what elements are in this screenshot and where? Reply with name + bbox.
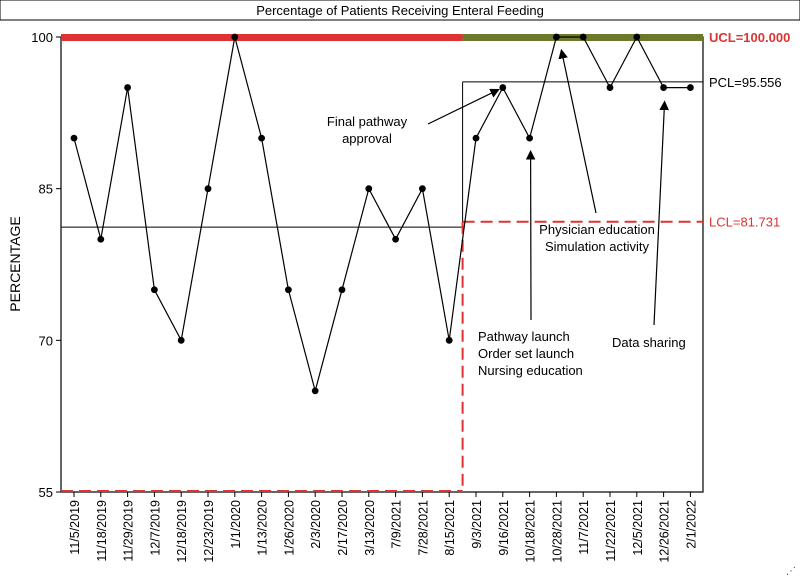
ucl-label: UCL=100.000 <box>709 30 790 45</box>
x-tick-label: 11/18/2019 <box>95 500 109 562</box>
data-point <box>97 235 105 243</box>
x-tick-label: 10/18/2021 <box>524 500 538 563</box>
x-tick-label: 2/17/2020 <box>336 500 350 556</box>
data-point <box>151 286 158 294</box>
annotation-text: Final pathway <box>327 114 408 129</box>
data-point <box>472 134 480 142</box>
plot-area <box>60 36 704 493</box>
x-tick-label: 7/28/2021 <box>416 500 430 556</box>
data-point <box>70 134 78 142</box>
annotation-text: Data sharing <box>612 335 686 350</box>
annotation-arrow <box>653 100 669 326</box>
annotation-arrow <box>558 48 597 214</box>
x-tick-label: 1/1/2020 <box>229 500 243 549</box>
data-point <box>204 185 212 193</box>
x-tick-label: 2/3/2020 <box>309 500 323 549</box>
x-tick-label: 12/18/2019 <box>175 500 189 563</box>
data-point <box>660 84 667 91</box>
x-tick-label: 8/15/2021 <box>443 500 457 556</box>
annotation: Data sharing <box>612 100 686 350</box>
pcl-label: PCL=95.556 <box>709 75 782 90</box>
data-point <box>177 336 185 344</box>
x-tick-label: 1/26/2020 <box>282 500 296 556</box>
x-tick-label: 11/22/2021 <box>604 500 618 562</box>
data-point <box>633 33 641 41</box>
annotation: Pathway launch Order set launch Nursing ed… <box>478 150 583 378</box>
x-tick-label: 9/16/2021 <box>497 500 511 556</box>
data-point <box>231 33 239 41</box>
annotation-text: Physician education <box>539 222 655 237</box>
x-tick-label: 1/13/2020 <box>256 500 270 556</box>
annotation-text: Pathway launch <box>478 329 570 344</box>
y-tick-label: 55 <box>39 485 53 500</box>
x-tick-label: 7/9/2021 <box>390 500 404 549</box>
data-point <box>311 387 319 395</box>
data-point <box>499 84 507 91</box>
y-tick-label: 100 <box>31 30 53 45</box>
y-tick-label: 85 <box>39 182 53 197</box>
annotation-text: Order set launch <box>478 346 574 361</box>
x-tick-label: 12/7/2019 <box>148 500 162 556</box>
x-tick-label: 3/13/2020 <box>363 500 377 556</box>
data-point <box>338 286 346 294</box>
data-point <box>526 134 533 142</box>
data-point <box>392 235 399 243</box>
x-tick-label: 11/5/2019 <box>68 500 82 555</box>
annotation: Physician education Simulation activity <box>539 48 655 254</box>
x-tick-label: 12/26/2021 <box>658 500 672 563</box>
data-point <box>365 185 373 193</box>
data-point <box>285 286 292 294</box>
lcl-label: LCL=81.731 <box>709 215 780 230</box>
data-point <box>579 33 587 41</box>
data-point <box>258 134 265 142</box>
data-point <box>124 84 131 91</box>
x-tick-label: 11/7/2021 <box>577 500 591 555</box>
annotation-text: Nursing education <box>478 363 583 378</box>
series-line <box>73 35 691 394</box>
annotation-text: Simulation activity <box>545 239 650 254</box>
data-point <box>606 84 614 91</box>
chart-body: 55 70 85 100 11/5/2019 11/18/2019 11/29/2019 12… <box>31 30 790 563</box>
resize-grip-icon: ⋰ <box>786 566 796 577</box>
ucl-band-phase-1 <box>61 34 463 41</box>
title-bar <box>0 0 800 21</box>
x-tick-label: 12/5/2021 <box>631 500 645 556</box>
annotation: Final pathway approval <box>327 88 500 146</box>
x-tick-label: 12/23/2019 <box>202 500 216 563</box>
x-tick-label: 11/29/2019 <box>122 500 136 562</box>
data-point <box>553 33 560 41</box>
x-tick-label: 10/28/2021 <box>550 500 564 563</box>
x-tick-label: 2/1/2022 <box>684 500 698 549</box>
chart-title-group: Percentage of Patients Receiving Enteral… <box>0 0 800 21</box>
data-point <box>687 84 694 91</box>
y-axis-label: PERCENTAGE <box>7 216 23 311</box>
chart-title: Percentage of Patients Receiving Enteral… <box>256 3 544 18</box>
data-point <box>419 185 426 193</box>
data-point <box>445 336 453 344</box>
y-tick-label: 70 <box>39 333 53 348</box>
annotation-arrow <box>427 88 500 125</box>
x-tick-label: 9/3/2021 <box>470 500 484 549</box>
annotation-text: approval <box>342 131 392 146</box>
